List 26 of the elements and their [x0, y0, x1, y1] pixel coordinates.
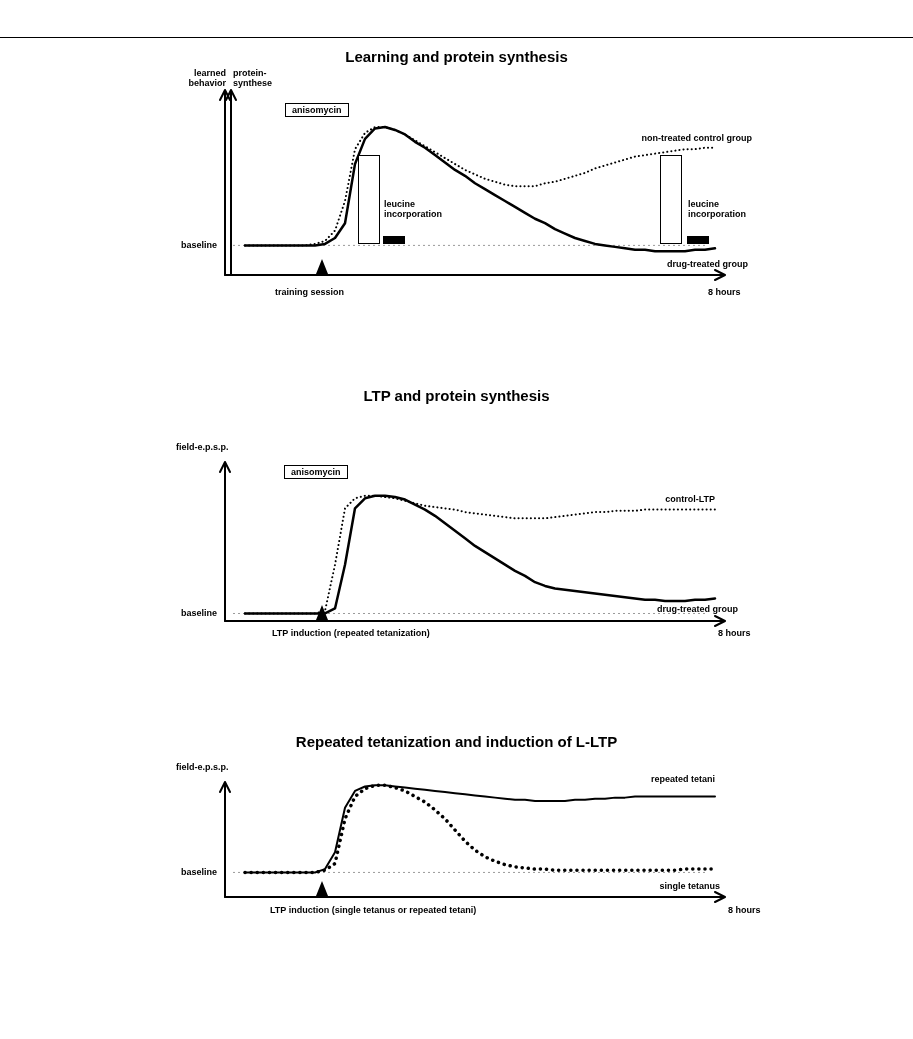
chart-title: LTP and protein synthesis [362, 387, 551, 405]
series-label: drug-treated group [657, 604, 738, 614]
text: anisomycin [285, 103, 349, 117]
text: 8 hours [718, 628, 751, 638]
series-label: repeated tetani [650, 774, 715, 784]
text: training session [275, 287, 345, 297]
text: 8 hours [708, 287, 741, 297]
ref-line-label: baseline [180, 240, 217, 251]
ref-line-label: baseline [180, 867, 217, 878]
series-label: drug-treated group [667, 259, 748, 269]
y-axis-title: field-e.p.s.p. [176, 442, 229, 452]
series-label: single tetanus [659, 881, 720, 891]
series-label: control-LTP [665, 494, 715, 504]
chart-title: Repeated tetanization and induction of L-LTP [294, 733, 619, 751]
y2-axis-title: protein-synthese [233, 68, 274, 88]
y-axis-title: field-e.p.s.p. [176, 762, 229, 772]
text: anisomycin [284, 465, 348, 479]
text: LTP induction (single tetanus or repeated tetani) [270, 905, 477, 915]
annotation: leucine incorporation [688, 199, 746, 219]
ref-line-label: baseline [180, 608, 217, 619]
text: LTP induction (repeated tetanization) [272, 628, 430, 638]
chart-title: Learning and protein synthesis [344, 48, 569, 66]
annotation: leucine incorporation [384, 199, 442, 219]
text: 8 hours [728, 905, 761, 915]
y-axis-title: learned behavior [187, 68, 226, 88]
series-label: non-treated control group [641, 133, 752, 143]
